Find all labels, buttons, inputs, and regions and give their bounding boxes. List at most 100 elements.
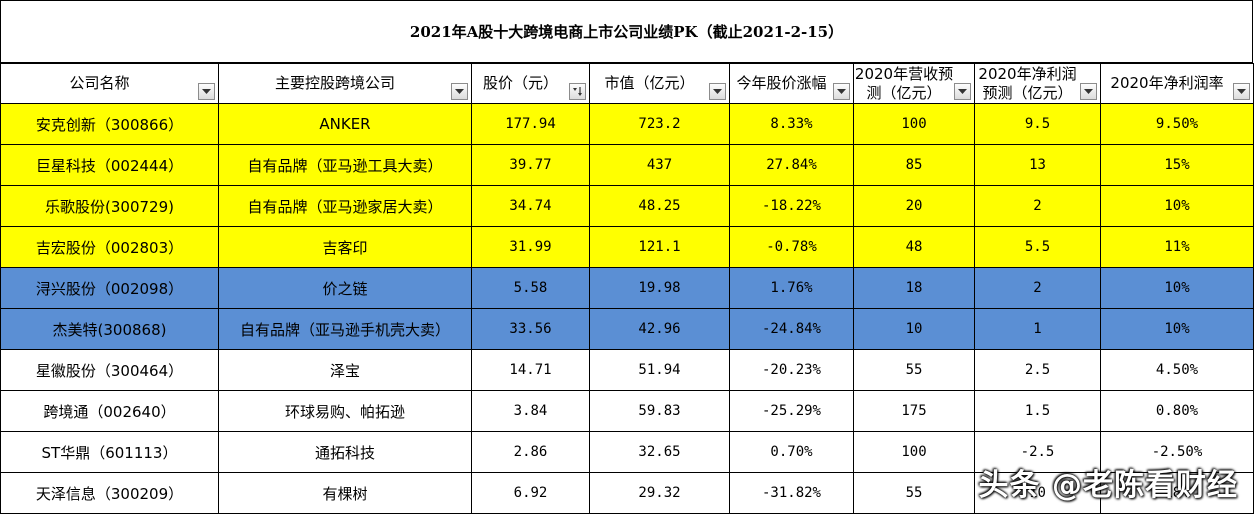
table-row: ST华鼎（601113） 通拓科技 2.86 32.65 0.70% 100 -2.5 -2.… bbox=[0, 431, 1254, 473]
cell-profit-margin[interactable]: 10% bbox=[1100, 308, 1254, 350]
cell-market-cap[interactable]: 723.2 bbox=[589, 103, 730, 145]
filter-dropdown-icon[interactable] bbox=[1080, 83, 1097, 100]
cell-market-cap[interactable]: 29.32 bbox=[589, 472, 730, 514]
cell-stock-price[interactable]: 2.86 bbox=[471, 431, 590, 473]
cell-company-name[interactable]: 天泽信息（300209） bbox=[0, 472, 219, 514]
filter-dropdown-icon[interactable] bbox=[833, 83, 850, 100]
cell-stock-price[interactable]: 31.99 bbox=[471, 226, 590, 268]
cell-company-name[interactable]: 浔兴股份（002098） bbox=[0, 267, 219, 309]
cell-ytd-change[interactable]: 0.70% bbox=[729, 431, 854, 473]
cell-company-name[interactable]: 乐歌股份(300729) bbox=[0, 185, 219, 227]
cell-revenue-forecast[interactable]: 55 bbox=[853, 472, 975, 514]
cell-profit-margin[interactable]: 0.80% bbox=[1100, 390, 1254, 432]
cell-ytd-change[interactable]: -24.84% bbox=[729, 308, 854, 350]
cell-market-cap[interactable]: 19.98 bbox=[589, 267, 730, 309]
table-row: 星徽股份（300464） 泽宝 14.71 51.94 -20.23% 55 2.5 4.50… bbox=[0, 349, 1254, 391]
cell-ytd-change[interactable]: -31.82% bbox=[729, 472, 854, 514]
cell-holding-company[interactable]: 自有品牌（亚马逊手机壳大卖） bbox=[218, 308, 472, 350]
cell-market-cap[interactable]: 59.83 bbox=[589, 390, 730, 432]
table-row: 跨境通（002640） 环球易购、帕拓逊 3.84 59.83 -25.29% 175 1.… bbox=[0, 390, 1254, 432]
cell-holding-company[interactable]: 吉客印 bbox=[218, 226, 472, 268]
cell-profit-margin[interactable]: 15% bbox=[1100, 144, 1254, 186]
cell-profit-margin[interactable]: 18% bbox=[1100, 472, 1254, 514]
cell-profit-margin[interactable]: -2.50% bbox=[1100, 431, 1254, 473]
cell-revenue-forecast[interactable]: 175 bbox=[853, 390, 975, 432]
cell-holding-company[interactable]: 有棵树 bbox=[218, 472, 472, 514]
cell-stock-price[interactable]: 14.71 bbox=[471, 349, 590, 391]
header-label: 2020年净利润预测（亿元） bbox=[978, 64, 1077, 102]
cell-ytd-change[interactable]: -20.23% bbox=[729, 349, 854, 391]
cell-profit-forecast[interactable]: 2.5 bbox=[974, 349, 1101, 391]
cell-ytd-change[interactable]: -25.29% bbox=[729, 390, 854, 432]
header-company-name: 公司名称 bbox=[0, 63, 219, 104]
cell-company-name[interactable]: 星徽股份（300464） bbox=[0, 349, 219, 391]
sort-filter-icon[interactable] bbox=[569, 83, 586, 100]
cell-profit-forecast[interactable]: 5.5 bbox=[974, 226, 1101, 268]
cell-holding-company[interactable]: 自有品牌（亚马逊家居大卖） bbox=[218, 185, 472, 227]
cell-company-name[interactable]: 杰美特(300868) bbox=[0, 308, 219, 350]
cell-revenue-forecast[interactable]: 100 bbox=[853, 103, 975, 145]
cell-market-cap[interactable]: 48.25 bbox=[589, 185, 730, 227]
header-label: 市值（亿元） bbox=[604, 74, 695, 92]
header-label: 股价（元） bbox=[482, 74, 558, 92]
cell-revenue-forecast[interactable]: 18 bbox=[853, 267, 975, 309]
cell-profit-forecast[interactable]: 1 bbox=[974, 308, 1101, 350]
cell-profit-margin[interactable]: 11% bbox=[1100, 226, 1254, 268]
cell-revenue-forecast[interactable]: 85 bbox=[853, 144, 975, 186]
cell-market-cap[interactable]: 437 bbox=[589, 144, 730, 186]
cell-profit-forecast[interactable]: 9.5 bbox=[974, 103, 1101, 145]
cell-company-name[interactable]: ST华鼎（601113） bbox=[0, 431, 219, 473]
cell-stock-price[interactable]: 34.74 bbox=[471, 185, 590, 227]
cell-ytd-change[interactable]: 27.84% bbox=[729, 144, 854, 186]
cell-revenue-forecast[interactable]: 10 bbox=[853, 308, 975, 350]
cell-company-name[interactable]: 跨境通（002640） bbox=[0, 390, 219, 432]
header-stock-price: 股价（元） bbox=[471, 63, 590, 104]
cell-company-name[interactable]: 安克创新（300866） bbox=[0, 103, 219, 145]
cell-holding-company[interactable]: ANKER bbox=[218, 103, 472, 145]
cell-ytd-change[interactable]: -0.78% bbox=[729, 226, 854, 268]
header-profit-forecast: 2020年净利润预测（亿元） bbox=[974, 63, 1101, 104]
cell-market-cap[interactable]: 121.1 bbox=[589, 226, 730, 268]
cell-revenue-forecast[interactable]: 100 bbox=[853, 431, 975, 473]
cell-stock-price[interactable]: 177.94 bbox=[471, 103, 590, 145]
cell-holding-company[interactable]: 泽宝 bbox=[218, 349, 472, 391]
header-label: 公司名称 bbox=[69, 74, 130, 92]
cell-profit-margin[interactable]: 10% bbox=[1100, 267, 1254, 309]
cell-company-name[interactable]: 巨星科技（002444） bbox=[0, 144, 219, 186]
cell-stock-price[interactable]: 5.58 bbox=[471, 267, 590, 309]
cell-market-cap[interactable]: 42.96 bbox=[589, 308, 730, 350]
cell-ytd-change[interactable]: 1.76% bbox=[729, 267, 854, 309]
cell-revenue-forecast[interactable]: 48 bbox=[853, 226, 975, 268]
cell-ytd-change[interactable]: 8.33% bbox=[729, 103, 854, 145]
cell-profit-margin[interactable]: 9.50% bbox=[1100, 103, 1254, 145]
cell-revenue-forecast[interactable]: 55 bbox=[853, 349, 975, 391]
filter-dropdown-icon[interactable] bbox=[1233, 83, 1250, 100]
cell-stock-price[interactable]: 33.56 bbox=[471, 308, 590, 350]
cell-profit-forecast[interactable]: 2 bbox=[974, 267, 1101, 309]
cell-profit-margin[interactable]: 4.50% bbox=[1100, 349, 1254, 391]
cell-holding-company[interactable]: 通拓科技 bbox=[218, 431, 472, 473]
cell-profit-forecast[interactable]: 1.5 bbox=[974, 390, 1101, 432]
filter-dropdown-icon[interactable] bbox=[709, 83, 726, 100]
cell-stock-price[interactable]: 3.84 bbox=[471, 390, 590, 432]
cell-stock-price[interactable]: 6.92 bbox=[471, 472, 590, 514]
cell-company-name[interactable]: 吉宏股份（002803） bbox=[0, 226, 219, 268]
cell-market-cap[interactable]: 32.65 bbox=[589, 431, 730, 473]
filter-dropdown-icon[interactable] bbox=[451, 83, 468, 100]
table-row: 浔兴股份（002098） 价之链 5.58 19.98 1.76% 18 2 10% bbox=[0, 267, 1254, 309]
cell-holding-company[interactable]: 环球易购、帕拓逊 bbox=[218, 390, 472, 432]
cell-revenue-forecast[interactable]: 20 bbox=[853, 185, 975, 227]
filter-dropdown-icon[interactable] bbox=[198, 83, 215, 100]
cell-market-cap[interactable]: 51.94 bbox=[589, 349, 730, 391]
cell-holding-company[interactable]: 价之链 bbox=[218, 267, 472, 309]
data-table: 公司名称 主要控股跨境公司 股价（元） 市值（亿元） 今年股价涨幅 2020年营收预测（亿… bbox=[0, 63, 1254, 514]
cell-profit-forecast[interactable]: 2 bbox=[974, 185, 1101, 227]
filter-dropdown-icon[interactable] bbox=[954, 83, 971, 100]
cell-holding-company[interactable]: 自有品牌（亚马逊工具大卖） bbox=[218, 144, 472, 186]
cell-ytd-change[interactable]: -18.22% bbox=[729, 185, 854, 227]
cell-profit-forecast[interactable]: 13 bbox=[974, 144, 1101, 186]
table-row: 安克创新（300866） ANKER 177.94 723.2 8.33% 100 9.5 9… bbox=[0, 103, 1254, 145]
cell-profit-margin[interactable]: 10% bbox=[1100, 185, 1254, 227]
cell-stock-price[interactable]: 39.77 bbox=[471, 144, 590, 186]
